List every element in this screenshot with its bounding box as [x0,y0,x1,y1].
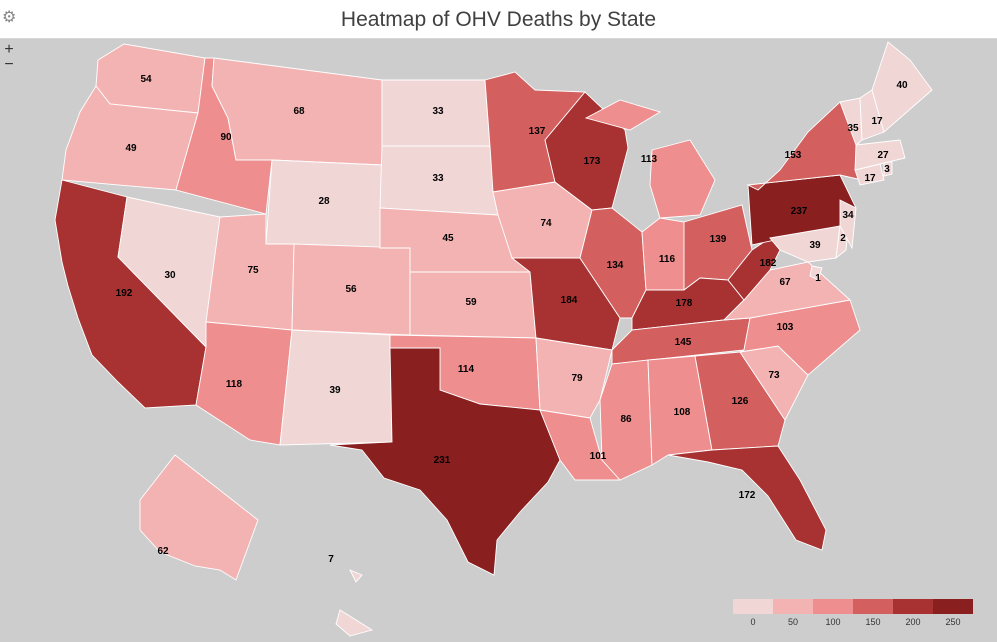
state-value-sd: 33 [432,173,444,184]
state-value-or: 49 [125,143,137,154]
state-value-va: 67 [779,277,791,288]
legend-tick-label: 150 [865,617,881,627]
chart-title: Heatmap of OHV Deaths by State [340,8,657,31]
color-legend: 0 50 100 150 200 250 [733,599,973,628]
state-value-de: 2 [840,233,846,244]
state-me[interactable] [871,41,933,133]
state-value-mi: 113 [641,154,658,165]
state-value-co: 56 [345,284,357,295]
state-mi[interactable] [584,99,716,219]
state-value-wy: 28 [318,196,330,207]
state-ak[interactable] [139,454,259,581]
legend-tick-label: 100 [825,617,841,627]
legend-tick-label: 50 [787,617,799,627]
state-ma[interactable] [854,139,906,171]
legend-swatch [733,599,773,614]
state-ga[interactable] [694,351,786,451]
state-value-ky: 178 [676,298,693,309]
state-value-tn: 145 [675,337,692,348]
state-value-ak: 62 [157,546,169,557]
state-value-la: 101 [590,451,607,462]
state-value-ca: 192 [116,288,133,299]
state-value-fl: 172 [739,490,756,501]
state-value-nh: 17 [871,116,883,127]
state-value-wi: 173 [584,156,601,167]
legend-tick-label: 0 [750,617,756,627]
legend-tick-label: 200 [905,617,921,627]
state-value-nc: 103 [777,322,794,333]
state-nj[interactable] [839,199,857,250]
legend-swatch [853,599,893,614]
state-value-az: 118 [226,379,243,390]
state-value-ri: 3 [884,164,890,175]
state-value-ct: 17 [864,173,876,184]
state-value-nm: 39 [329,385,341,396]
state-value-oh: 139 [710,234,727,245]
state-value-ne: 45 [442,233,454,244]
state-value-wa: 54 [140,74,152,85]
state-value-sc: 73 [768,370,780,381]
state-value-ut: 75 [247,265,259,276]
legend-swatch [813,599,853,614]
legend-swatch [773,599,813,614]
state-value-tx: 231 [434,455,451,466]
legend-tick-label: 250 [945,617,961,627]
state-value-ms: 86 [620,414,632,425]
title-bar: ⚙ Heatmap of OHV Deaths by State [0,0,997,39]
state-value-il: 134 [607,260,624,271]
state-md[interactable] [769,225,841,263]
state-value-dc: 1 [815,273,821,284]
state-or[interactable] [61,85,199,191]
state-value-mn: 137 [529,126,546,137]
state-value-pa: 237 [791,206,808,217]
state-value-me: 40 [896,80,908,91]
state-ar[interactable] [535,337,613,419]
state-value-nd: 33 [432,106,444,117]
state-value-wv: 182 [760,258,777,269]
zoom-out-button[interactable]: − [4,56,14,73]
map-area[interactable]: + − 54 49 192 30 90 68 28 75 118 56 39 33 33 45 59 114 2… [0,39,997,642]
state-value-in: 116 [659,254,676,265]
state-value-ny: 153 [785,150,802,161]
state-fl[interactable] [667,445,827,551]
legend-swatch [893,599,933,614]
state-value-ar: 79 [571,373,583,384]
state-value-ga: 126 [732,396,749,407]
state-value-ks: 59 [465,297,477,308]
state-value-ok: 114 [458,364,475,375]
state-value-nv: 30 [164,270,176,281]
state-tx[interactable] [329,347,561,576]
state-value-vt: 35 [847,123,859,134]
state-dc[interactable] [809,265,823,281]
state-value-ia: 74 [540,218,552,229]
us-state-map[interactable]: 5449192309068287511856393333455911423113… [0,39,997,642]
gear-icon[interactable]: ⚙ [2,9,17,26]
state-hi[interactable] [335,569,374,637]
state-value-ma: 27 [877,150,889,161]
state-value-mt: 68 [293,106,305,117]
legend-swatch [933,599,973,614]
state-value-mo: 184 [561,295,578,306]
state-value-al: 108 [674,407,691,418]
state-value-md: 39 [809,240,821,251]
zoom-in-button[interactable]: + [4,41,14,58]
state-value-hi: 7 [328,554,334,565]
state-value-id: 90 [220,132,232,143]
state-az[interactable] [195,321,293,446]
state-value-nj: 34 [842,210,854,221]
